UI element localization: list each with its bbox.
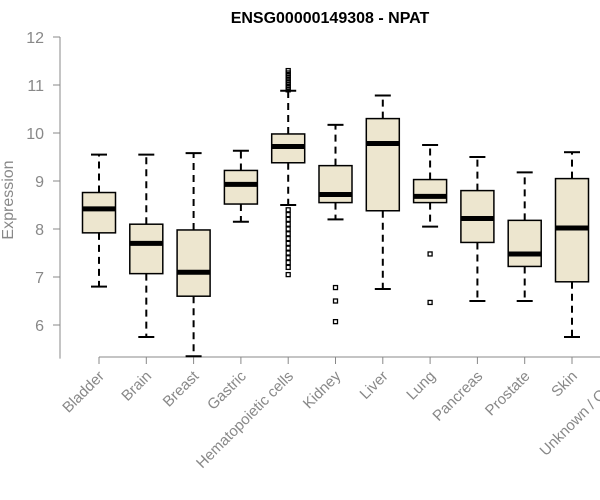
x-tick-label-kidney: Kidney	[300, 367, 345, 412]
x-tick-label-skin: Skin	[548, 368, 581, 401]
outlier-point	[285, 240, 291, 247]
box-bladder	[81, 153, 117, 288]
iqr-box	[223, 169, 259, 205]
chart-title: ENSG00000149308 - NPAT	[231, 10, 430, 27]
box-gastric	[223, 149, 259, 223]
box-hematopoietic-cells	[270, 67, 306, 278]
y-tick-label-12: 12	[26, 30, 44, 47]
outlier-point	[285, 259, 291, 266]
iqr-box	[129, 223, 164, 275]
outlier-point	[285, 250, 291, 256]
outlier-point	[285, 231, 291, 237]
y-tick-label-6: 6	[35, 318, 44, 335]
outlier-point	[285, 207, 291, 213]
iqr-box	[176, 229, 211, 297]
y-axis-label: Expression	[0, 160, 17, 239]
y-tick-label-8: 8	[35, 222, 44, 239]
outlier-point	[285, 235, 291, 242]
outlier-point	[332, 298, 339, 304]
outlier-point	[285, 264, 291, 271]
iqr-box	[412, 178, 448, 204]
outlier-point	[285, 87, 291, 93]
outlier-point	[285, 211, 291, 218]
y-tick-label-9: 9	[35, 174, 44, 191]
x-tick-label-breast: Breast	[160, 367, 203, 410]
y-axis: 6 7 8 9 10 11 12	[26, 30, 61, 359]
x-tick-label-liver: Liver	[357, 368, 392, 403]
outlier-point	[427, 299, 433, 306]
iqr-box	[365, 117, 401, 212]
iqr-box	[81, 191, 117, 234]
x-tick-label-bladder: Bladder	[59, 368, 108, 417]
outlier-point	[285, 216, 291, 223]
x-tick-label-prostate: Prostate	[482, 368, 534, 420]
outlier-point	[332, 318, 339, 325]
box-breast	[176, 152, 211, 358]
iqr-box	[507, 219, 542, 268]
iqr-box	[318, 164, 353, 204]
box-kidney	[318, 123, 353, 325]
outlier-point	[332, 284, 339, 291]
outlier-point	[285, 226, 291, 232]
x-tick-label-brain: Brain	[118, 368, 155, 405]
box-liver	[365, 94, 401, 290]
x-tick-label-pancreas: Pancreas	[429, 368, 486, 425]
y-tick-label-11: 11	[27, 78, 44, 95]
box-pancreas	[460, 156, 495, 302]
y-tick-label-10: 10	[26, 126, 44, 143]
outlier-point	[285, 245, 291, 251]
box-lung	[412, 144, 448, 306]
box-brain	[129, 153, 164, 338]
outlier-point	[285, 255, 291, 261]
box-skin	[554, 151, 590, 338]
outlier-point	[427, 251, 433, 257]
x-tick-label-lung: Lung	[403, 368, 439, 404]
outlier-point	[285, 221, 291, 227]
box-series	[81, 67, 590, 358]
outlier-point	[285, 271, 291, 278]
box-prostate	[507, 171, 542, 302]
y-tick-label-7: 7	[35, 270, 44, 287]
x-tick-label-gastric: Gastric	[204, 367, 250, 413]
